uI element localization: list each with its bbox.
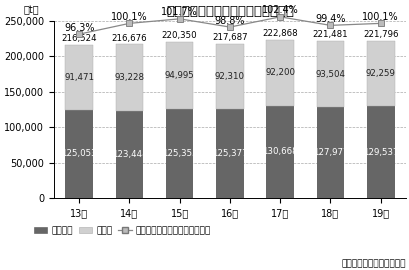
Text: 220,350: 220,350 [162,31,197,40]
Legend: せんべい, あられ, せんべいとあられ合算の前年比: せんべい, あられ, せんべいとあられ合算の前年比 [34,226,210,235]
Bar [266,40,293,106]
Bar [65,45,93,110]
Text: 127,977: 127,977 [312,148,347,157]
Text: 125,355: 125,355 [162,149,197,158]
Text: 91,471: 91,471 [64,73,94,82]
Text: 217,687: 217,687 [211,33,247,42]
Bar [266,106,293,198]
Bar [316,107,344,198]
Bar [216,44,243,109]
Text: 93,228: 93,228 [114,73,144,82]
Text: 216,676: 216,676 [111,34,147,43]
Text: 102.4%: 102.4% [261,5,298,15]
Text: 100.1%: 100.1% [111,12,147,22]
Bar [216,109,243,198]
Bar [65,110,93,198]
Text: 99.4%: 99.4% [315,14,345,24]
Text: 130,668: 130,668 [262,147,297,156]
Text: 221,796: 221,796 [362,30,398,39]
Bar [165,42,193,109]
Text: 92,259: 92,259 [365,69,395,78]
Text: 92,310: 92,310 [214,72,244,81]
Text: 123,448: 123,448 [111,150,147,159]
Text: 221,481: 221,481 [312,30,347,39]
Bar [366,41,393,106]
Text: 92,200: 92,200 [265,68,294,77]
Bar [316,41,344,107]
Bar [115,111,143,198]
Text: 101.7%: 101.7% [161,7,198,17]
Text: 125,053: 125,053 [61,149,97,158]
Bar [165,109,193,198]
Text: （t）: （t） [24,5,39,15]
Text: 96.3%: 96.3% [64,23,94,33]
Text: 94,995: 94,995 [164,71,194,80]
Title: 米菓（せんべいとあられ）の生産量: 米菓（せんべいとあられ）の生産量 [166,5,293,18]
Bar [366,106,393,198]
Text: 100.1%: 100.1% [362,12,398,22]
Text: 食品需給研究センター調べ: 食品需給研究センター調べ [341,260,405,269]
Text: 93,504: 93,504 [315,70,345,79]
Text: 98.8%: 98.8% [214,15,245,25]
Text: 125,377: 125,377 [211,149,247,158]
Text: 216,524: 216,524 [61,34,97,43]
Bar [115,45,143,111]
Text: 129,537: 129,537 [362,148,398,157]
Text: 222,868: 222,868 [262,29,297,38]
